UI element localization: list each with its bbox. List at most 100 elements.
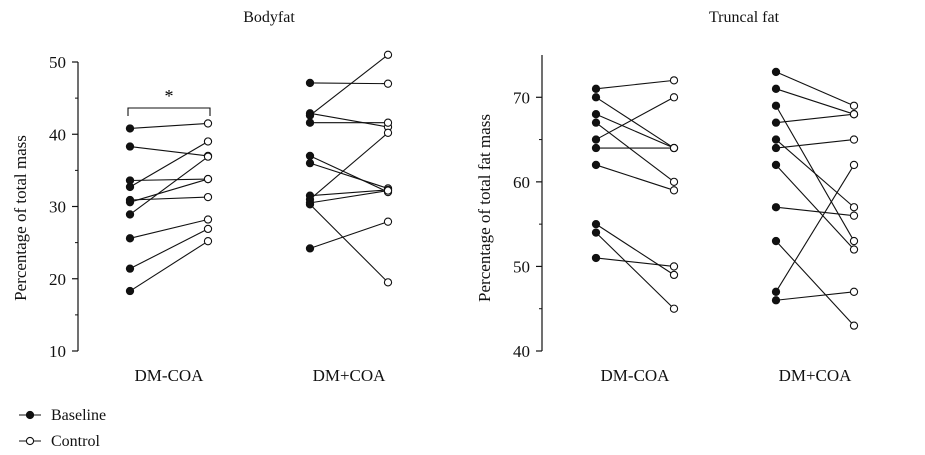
pair-line — [595, 232, 675, 310]
x-tick-label: DM-COA — [601, 366, 671, 385]
control-point — [849, 245, 859, 254]
pair-line — [309, 190, 389, 204]
pair-line — [309, 132, 389, 200]
baseline-point — [771, 101, 781, 110]
control-point — [849, 321, 859, 330]
baseline-point — [125, 182, 135, 192]
significance-bracket — [127, 107, 211, 116]
legend-baseline-marker — [25, 410, 35, 420]
baseline-point — [125, 286, 135, 296]
baseline-point — [771, 236, 781, 246]
baseline-point — [771, 296, 781, 305]
control-point — [669, 262, 679, 271]
pair-line — [775, 88, 855, 115]
baseline-point — [125, 142, 135, 151]
baseline-point — [125, 198, 135, 207]
legend: Baseline Control — [19, 407, 106, 450]
pair-line — [129, 196, 209, 201]
control-point — [203, 119, 213, 128]
y-tick-label: 30 — [49, 198, 66, 217]
pair-line — [775, 139, 855, 208]
pair-line — [129, 240, 209, 292]
baseline-point — [305, 111, 315, 120]
y-tick-label: 70 — [513, 88, 530, 107]
baseline-point — [591, 253, 601, 263]
chart-truncal-fat: Truncal fat Percentage of total fat mass… — [475, 9, 859, 385]
pair-line — [129, 122, 209, 130]
control-point — [203, 137, 213, 146]
baseline-point — [305, 118, 315, 127]
control-point — [849, 160, 859, 170]
control-point — [849, 211, 859, 220]
pair-line — [775, 240, 855, 327]
legend-label-baseline: Baseline — [51, 407, 106, 424]
control-point — [383, 186, 393, 195]
control-point — [383, 118, 393, 127]
y-tick-label: 40 — [49, 125, 66, 144]
baseline-point — [591, 93, 601, 102]
control-point — [849, 101, 859, 110]
data-marks-truncal-fat — [591, 67, 859, 330]
control-point — [203, 224, 213, 234]
y-tick-label: 10 — [49, 342, 66, 361]
y-tick-label: 50 — [513, 257, 530, 276]
legend-label-control: Control — [51, 433, 100, 450]
chart-title-bodyfat: Bodyfat — [243, 9, 295, 26]
pair-line — [309, 162, 389, 189]
baseline-point — [125, 210, 135, 219]
control-point — [203, 215, 213, 224]
pair-line — [775, 164, 855, 250]
baseline-point — [591, 228, 601, 237]
pair-line — [595, 164, 675, 191]
pair-line — [129, 140, 209, 188]
baseline-point — [771, 118, 781, 127]
baseline-point — [591, 118, 601, 127]
control-point — [383, 278, 393, 287]
control-point — [383, 128, 393, 137]
baseline-point — [591, 160, 601, 170]
baseline-point — [771, 203, 781, 212]
baseline-point — [771, 84, 781, 93]
axes-truncal-fat: 40 50 60 70 DM-COA DM+COA — [513, 55, 852, 385]
pair-line — [595, 96, 675, 141]
baseline-point — [305, 200, 315, 209]
legend-item-baseline: Baseline — [19, 407, 106, 424]
pair-line — [775, 139, 855, 149]
x-tick-label: DM-COA — [135, 366, 205, 385]
pair-line — [309, 82, 389, 85]
control-point — [383, 217, 393, 226]
baseline-point — [125, 264, 135, 273]
pair-line — [129, 228, 209, 270]
baseline-point — [771, 287, 781, 296]
pair-line — [129, 156, 209, 215]
control-point — [669, 143, 679, 153]
pair-line — [595, 113, 675, 149]
baseline-point — [771, 160, 781, 170]
pair-line — [129, 178, 209, 203]
pair-line — [309, 112, 389, 128]
baseline-point — [125, 124, 135, 133]
y-tick-label: 20 — [49, 270, 66, 289]
baseline-point — [305, 158, 315, 168]
pair-line — [595, 223, 675, 276]
baseline-point — [591, 135, 601, 144]
pair-line — [129, 145, 209, 157]
control-point — [849, 135, 859, 144]
baseline-point — [771, 67, 781, 77]
pair-line — [309, 155, 389, 193]
data-marks-bodyfat: * — [125, 50, 393, 296]
control-point — [203, 152, 213, 161]
control-point — [849, 287, 859, 296]
baseline-point — [591, 84, 601, 93]
control-point — [383, 50, 393, 59]
control-point — [849, 203, 859, 212]
pair-line — [775, 206, 855, 217]
control-point — [669, 76, 679, 85]
control-point — [669, 270, 679, 280]
y-tick-label: 40 — [513, 342, 530, 361]
baseline-point — [771, 135, 781, 144]
control-point — [669, 93, 679, 102]
y-tick-label: 50 — [49, 53, 66, 72]
pair-line — [129, 218, 209, 239]
x-tick-label: DM+COA — [313, 366, 387, 385]
